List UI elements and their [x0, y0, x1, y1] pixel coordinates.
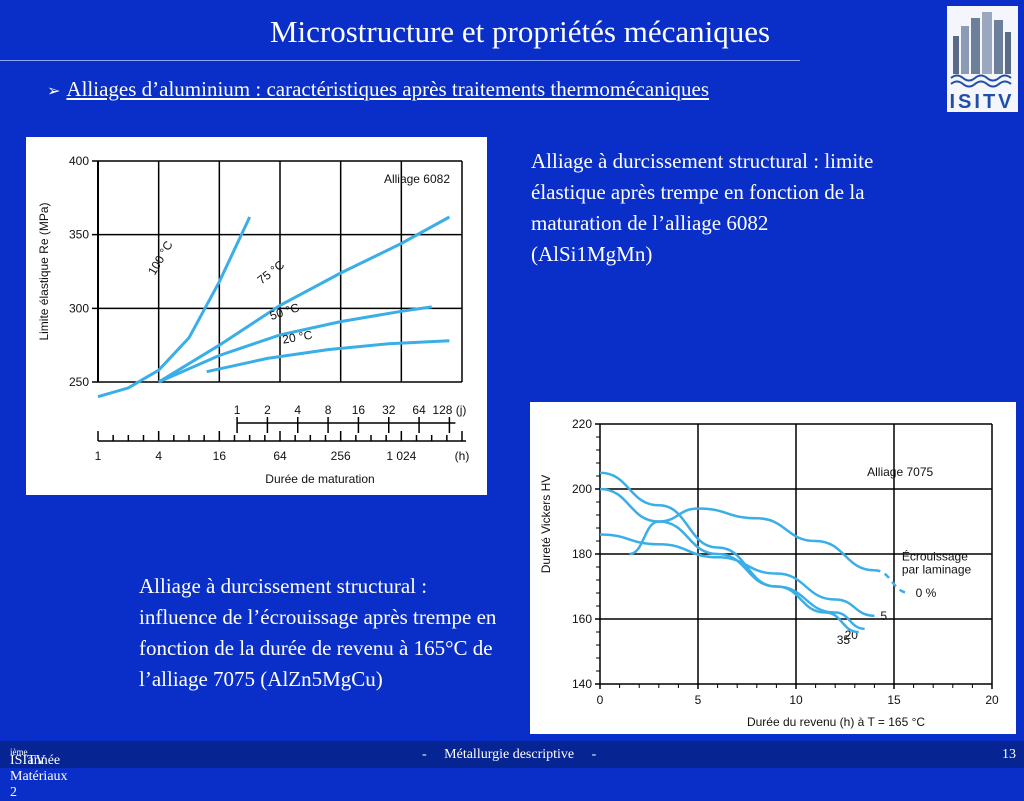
chart-7075-hardness: 0 5 10 15 20 140 160 180 200 220 Dureté Vickers HV… — [530, 402, 1016, 734]
series-line-3 — [158, 305, 432, 384]
slide-title: Microstructure et propriétés mécaniques — [269, 14, 771, 49]
days-tick-label: 4 — [294, 403, 301, 417]
days-tick-label: 128 (j) — [432, 403, 466, 417]
series-label: 100 °C — [145, 238, 176, 277]
x-axis-label: Durée de maturation — [265, 472, 374, 486]
y-tick-label: 200 — [572, 482, 592, 496]
subtitle-text: Alliages d’aluminium : caractéristiques … — [66, 77, 710, 101]
days-tick-label: 1 — [234, 403, 241, 417]
arrow-bullet-icon: ➢ — [47, 81, 61, 100]
series-line-dashed — [874, 569, 910, 595]
y-tick-label: 400 — [69, 154, 89, 168]
footer-course: ISITV Matériaux 2 ième année — [10, 747, 68, 800]
days-tick-label: 16 — [352, 403, 366, 417]
days-tick-label: 64 — [412, 403, 426, 417]
footer-bar: ISITV Matériaux 2 ième année - Métallurgi… — [0, 741, 1024, 800]
x-tick-label: 20 — [985, 693, 999, 707]
chart-title: Alliage 7075 — [867, 465, 933, 479]
days-tick-label: 2 — [264, 403, 271, 417]
y-axis-label: Dureté Vickers HV — [539, 475, 553, 573]
series-line-3 — [599, 487, 865, 631]
series-line-4 — [206, 339, 450, 374]
series-label: 20 °C — [281, 328, 313, 347]
y-tick-label: 220 — [572, 417, 592, 431]
title-underline — [0, 60, 800, 61]
series-line-2 — [157, 215, 451, 384]
section-subtitle: ➢ Alliages d’aluminium : caractéristiques… — [47, 77, 709, 102]
y-tick-label: 140 — [572, 677, 592, 691]
hours-tick-label: 256 — [331, 449, 351, 463]
y-axis-label: Limite élastique Re (MPa) — [37, 202, 51, 340]
series-end-label: 35 — [837, 633, 851, 647]
hours-tick-label: 1 024 — [386, 449, 416, 463]
hours-tick-label: 16 — [213, 449, 227, 463]
series-end-label: 5 — [880, 609, 887, 623]
chart-title: Alliage 6082 — [384, 172, 450, 186]
footer-topic: - Métallurgie descriptive - — [422, 747, 597, 762]
hours-tick-label: (h) — [455, 449, 470, 463]
x-tick-label: 5 — [695, 693, 702, 707]
series-label: 50 °C — [268, 300, 301, 323]
y-tick-label: 350 — [69, 228, 89, 242]
page-number: 13 — [1002, 747, 1016, 762]
isitv-logo: ISITV — [947, 6, 1018, 113]
y-tick-label: 180 — [572, 547, 592, 561]
y-tick-label: 160 — [572, 612, 592, 626]
series-line-1 — [629, 507, 875, 572]
series-end-label: 0 % — [916, 586, 937, 600]
y-tick-label: 300 — [69, 301, 89, 315]
days-tick-label: 32 — [382, 403, 396, 417]
caption-7075: Alliage à durcissement structural : infl… — [139, 574, 497, 691]
hours-tick-label: 1 — [95, 449, 102, 463]
x-tick-label: 10 — [789, 693, 803, 707]
x-axis-label: Durée du revenu (h) à T = 165 °C — [747, 715, 925, 729]
y-tick-label: 250 — [69, 375, 89, 389]
x-tick-label: 15 — [887, 693, 901, 707]
series-label: 75 °C — [255, 257, 288, 287]
series-line-1 — [97, 216, 252, 399]
hours-tick-label: 4 — [155, 449, 162, 463]
x-tick-label: 0 — [597, 693, 604, 707]
svg-text:ISITV: ISITV — [949, 91, 1014, 112]
caption-6082: Alliage à durcissement structural : limi… — [531, 149, 874, 266]
days-tick-label: 8 — [325, 403, 332, 417]
annotation-text: Écrouissage par laminage — [902, 549, 972, 577]
hours-tick-label: 64 — [273, 449, 287, 463]
chart-6082-yield-strength: 250 300 350 400 Limite élastique Re (MPa) All… — [26, 137, 487, 495]
series-line-4 — [599, 471, 859, 634]
